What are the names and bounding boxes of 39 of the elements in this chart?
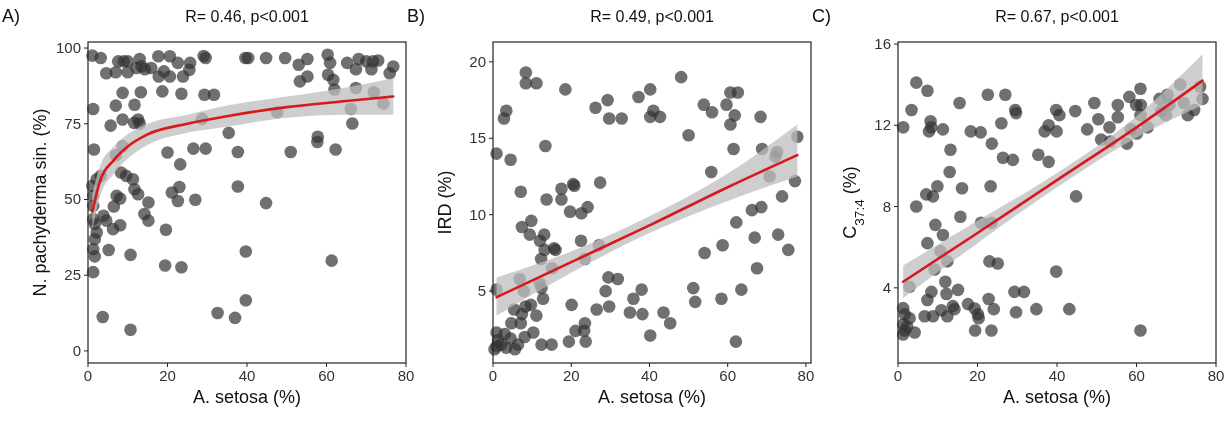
chart-title: R= 0.46, p<0.001	[185, 8, 309, 25]
x-tick-label: 40	[641, 367, 658, 384]
y-tick-label: 12	[874, 116, 891, 134]
x-tick-label: 80	[1207, 367, 1225, 384]
x-tick-label: 0	[83, 367, 93, 384]
x-tick-label: 20	[969, 367, 986, 384]
x-tick-label: 60	[318, 367, 335, 384]
text: B)	[407, 6, 425, 26]
x-tick-label: 60	[1128, 367, 1145, 384]
y-tick-label: 8	[882, 197, 891, 215]
x-tick-label: 60	[719, 367, 737, 384]
x-tick-label: 40	[238, 367, 256, 384]
x-tick-label: 20	[562, 367, 580, 384]
x-tick-label: 20	[159, 367, 176, 384]
text: C)	[812, 6, 831, 26]
x-tick-label: 80	[397, 367, 415, 384]
x-tick-label: 0	[488, 367, 498, 384]
y-tick-label: 20	[469, 52, 486, 70]
y-tick-label: 75	[64, 114, 81, 132]
y-tick-label: 10	[469, 205, 486, 223]
y-tick-label: 15	[469, 129, 486, 147]
x-axis-title: A. setosa (%)	[1002, 387, 1112, 407]
y-tick-label: 25	[64, 266, 81, 284]
x-tick-label: 40	[1048, 367, 1066, 384]
y-tick-label: 16	[874, 35, 891, 53]
chart-title: R= 0.67, p<0.001	[995, 8, 1119, 25]
x-axis-title: A. setosa (%)	[597, 387, 707, 407]
y-axis-title: N. pachyderma sin. (%)	[30, 108, 50, 297]
y-tick-label: 100	[55, 39, 81, 57]
text: A)	[2, 6, 20, 26]
x-tick-label: 0	[893, 367, 903, 384]
y-tick-label: 0	[72, 341, 81, 359]
x-tick-label: 80	[797, 367, 815, 384]
y-tick-label: 50	[64, 190, 81, 208]
y-tick-label: 4	[882, 278, 891, 296]
y-axis-title: IRD (%)	[435, 170, 455, 235]
chart-title: R= 0.49, p<0.001	[590, 8, 714, 25]
y-tick-label: 5	[477, 282, 486, 300]
x-axis-title: A. setosa (%)	[192, 387, 302, 407]
